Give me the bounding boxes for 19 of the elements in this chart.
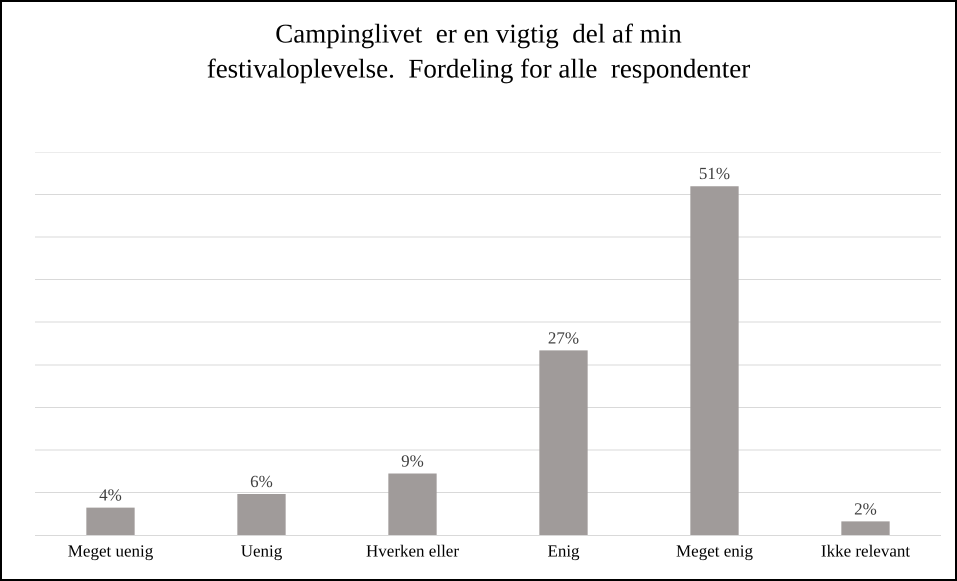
data-label: 6% — [250, 472, 273, 491]
data-label: 27% — [548, 328, 580, 348]
x-tick-label: Enig — [547, 541, 580, 560]
data-label: 51% — [698, 164, 730, 184]
x-tick-label: Uenig — [240, 541, 283, 560]
bar — [841, 521, 890, 535]
data-label: 4% — [99, 486, 122, 505]
x-tick-label: Ikke relevant — [820, 541, 910, 560]
bar — [237, 494, 286, 535]
chart-title: Campinglivet er en vigtig del af min festivaloplevelse. Fordeling for alle respondenter — [206, 18, 750, 84]
bar — [690, 186, 739, 535]
bar — [388, 473, 437, 535]
x-tick-label: Meget enig — [676, 541, 754, 560]
data-label: 9% — [401, 451, 424, 470]
x-tick-label: Hverken eller — [366, 541, 460, 560]
bar — [539, 350, 588, 535]
data-label: 2% — [854, 499, 877, 518]
x-tick-label: Meget uenig — [68, 541, 154, 560]
bar — [86, 508, 135, 535]
